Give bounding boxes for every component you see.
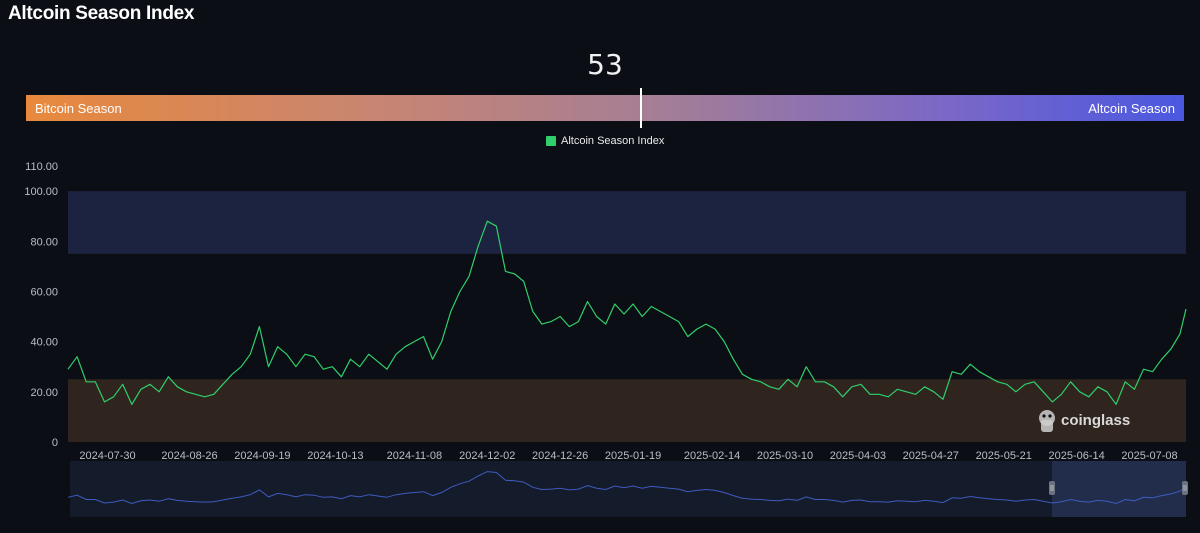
- watermark: coinglass: [1039, 410, 1130, 432]
- x-tick-label: 2025-03-10: [757, 450, 813, 462]
- y-tick-label: 0: [52, 437, 58, 449]
- bitcoin-season-label: Bitcoin Season: [35, 101, 122, 116]
- y-tick-label: 20.00: [30, 387, 58, 399]
- x-tick-label: 2025-06-14: [1048, 450, 1104, 462]
- x-tick-label: 2024-08-26: [161, 450, 217, 462]
- zone-bands: [68, 191, 1186, 442]
- chart-legend[interactable]: Altcoin Season Index: [546, 135, 664, 147]
- y-tick-label: 60.00: [30, 286, 58, 298]
- navigator-background[interactable]: [70, 461, 1186, 517]
- x-axis: 2024-07-30 2024-08-26 2024-09-19 2024-10-13…: [79, 450, 1177, 462]
- time-navigator[interactable]: [67, 461, 1188, 517]
- altcoin-season-label: Altcoin Season: [1088, 101, 1175, 116]
- x-tick-label: 2025-07-08: [1121, 450, 1177, 462]
- navigator-selection[interactable]: [1052, 461, 1186, 517]
- x-tick-label: 2024-07-30: [79, 450, 135, 462]
- series-line: [67, 220, 1187, 405]
- y-tick-label: 80.00: [30, 236, 58, 248]
- bitcoin-season-band: [68, 379, 1186, 442]
- y-tick-label: 40.00: [30, 337, 58, 349]
- navigator-line: [67, 471, 1187, 505]
- x-tick-label: 2024-10-13: [307, 450, 363, 462]
- x-tick-label: 2024-11-08: [387, 450, 442, 462]
- legend-label: Altcoin Season Index: [561, 135, 665, 147]
- x-tick-label: 2025-01-19: [605, 450, 661, 462]
- coinglass-logo-icon: [1039, 410, 1055, 432]
- gauge-marker: [640, 88, 642, 128]
- series-line-layer: [67, 220, 1187, 405]
- y-axis: 0 20.00 40.00 60.00 80.00 100.00 110.00: [24, 161, 58, 449]
- x-tick-label: 2024-09-19: [234, 450, 290, 462]
- x-tick-label: 2025-04-03: [830, 450, 886, 462]
- x-tick-label: 2024-12-26: [532, 450, 588, 462]
- x-tick-label: 2025-02-14: [684, 450, 740, 462]
- navigator-left-handle[interactable]: [1049, 481, 1055, 495]
- x-tick-label: 2025-04-27: [903, 450, 959, 462]
- page-title: Altcoin Season Index: [8, 3, 195, 24]
- watermark-text: coinglass: [1061, 412, 1130, 429]
- y-tick-label: 100.00: [24, 186, 58, 198]
- gauge-value: 53: [587, 48, 623, 81]
- altcoin-season-band: [68, 191, 1186, 254]
- x-tick-label: 2024-12-02: [459, 450, 515, 462]
- season-gauge: Bitcoin Season Altcoin Season: [26, 88, 1184, 128]
- x-tick-label: 2025-05-21: [976, 450, 1032, 462]
- navigator-right-handle[interactable]: [1182, 481, 1188, 495]
- y-tick-label: 110.00: [25, 161, 58, 173]
- legend-swatch-icon: [546, 136, 556, 146]
